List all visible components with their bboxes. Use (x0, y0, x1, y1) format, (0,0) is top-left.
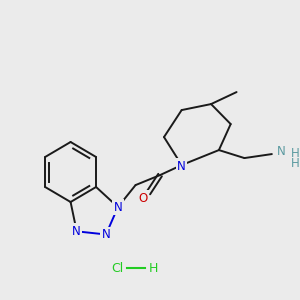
Text: N: N (277, 145, 286, 158)
Text: N: N (177, 160, 186, 172)
Text: Cl: Cl (112, 262, 124, 275)
Text: N: N (72, 225, 81, 238)
Text: H: H (290, 157, 299, 169)
Text: N: N (113, 201, 122, 214)
Text: H: H (148, 262, 158, 275)
Text: O: O (139, 192, 148, 205)
Text: H: H (290, 147, 299, 160)
Text: N: N (102, 228, 110, 241)
